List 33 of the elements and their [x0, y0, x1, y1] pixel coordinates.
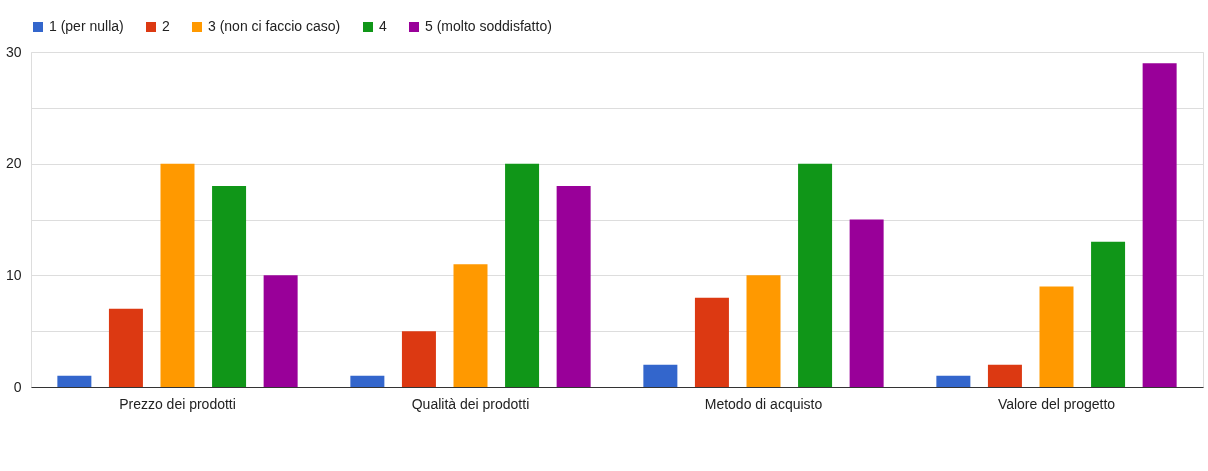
bar [212, 186, 247, 387]
bar [1039, 286, 1074, 387]
bar [401, 331, 436, 387]
y-tick-label: 10 [5, 266, 22, 283]
bar [849, 219, 884, 387]
y-tick-label: 0 [13, 378, 22, 395]
bar [108, 308, 143, 387]
bar [1091, 241, 1126, 387]
bar [746, 275, 781, 387]
bar [987, 364, 1022, 387]
bar [505, 163, 540, 387]
legend-label: 1 (per nulla) [49, 18, 124, 34]
bar [453, 264, 488, 387]
legend-label: 4 [379, 18, 387, 34]
y-tick-label: 30 [5, 43, 22, 60]
x-tick-label: Valore del progetto [997, 395, 1116, 412]
bar [160, 163, 195, 387]
x-tick-label: Qualità dei prodotti [411, 395, 530, 412]
y-tick-label: 20 [5, 155, 22, 172]
bar [936, 375, 971, 387]
bar [556, 186, 591, 387]
x-tick-label: Prezzo dei prodotti [119, 395, 236, 412]
x-tick-label: Metodo di acquisto [704, 395, 823, 412]
bar [57, 375, 92, 387]
bar [263, 275, 298, 387]
bar [350, 375, 385, 387]
bar [798, 163, 833, 387]
bar [1142, 63, 1177, 387]
legend-label: 5 (molto soddisfatto) [425, 18, 552, 34]
bar [643, 364, 678, 387]
legend-label: 3 (non ci faccio caso) [208, 18, 341, 34]
bar [694, 297, 729, 387]
legend-label: 2 [162, 18, 170, 34]
